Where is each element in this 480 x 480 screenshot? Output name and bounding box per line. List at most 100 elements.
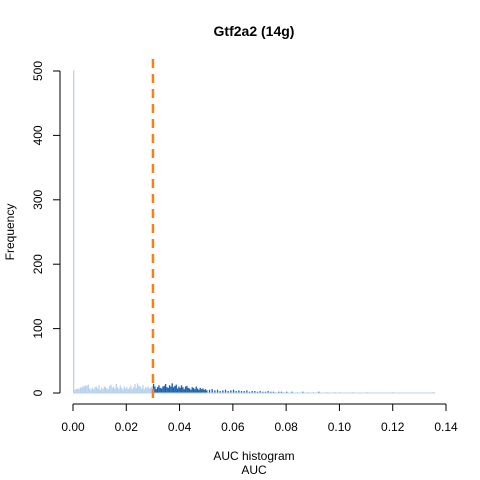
histogram-bar bbox=[149, 388, 150, 393]
histogram-bar bbox=[117, 387, 118, 393]
y-tick-label: 500 bbox=[31, 61, 45, 81]
histogram-bar bbox=[86, 386, 87, 393]
histogram-bar bbox=[136, 388, 137, 393]
x-tick-label: 0.12 bbox=[381, 420, 405, 434]
histogram-bar bbox=[108, 389, 109, 393]
histogram-bar bbox=[170, 387, 171, 393]
histogram-bar bbox=[169, 385, 170, 393]
histogram-bar bbox=[178, 387, 179, 393]
histogram-bar bbox=[114, 388, 115, 393]
histogram-bar bbox=[186, 386, 187, 393]
histogram-bars bbox=[73, 70, 435, 393]
histogram-bar bbox=[85, 385, 86, 393]
histogram-bar bbox=[174, 386, 175, 393]
histogram-bar bbox=[141, 388, 142, 393]
histogram-bar bbox=[188, 388, 189, 393]
histogram-bar bbox=[104, 387, 105, 393]
histogram-bar bbox=[150, 387, 151, 393]
histogram-bar bbox=[92, 388, 93, 393]
y-axis-ticks: 0 100 200 300 400 500 bbox=[31, 61, 60, 397]
x-axis-ticks: 0.00 0.02 0.04 0.06 0.08 0.10 0.12 0.14 bbox=[61, 404, 458, 434]
histogram-bar bbox=[197, 388, 198, 393]
histogram-bar bbox=[205, 389, 206, 393]
histogram-bar bbox=[133, 387, 134, 393]
histogram-bar bbox=[154, 387, 155, 393]
x-tick-label: 0.14 bbox=[434, 420, 458, 434]
histogram-bar bbox=[168, 388, 169, 393]
histogram-bar bbox=[112, 388, 113, 393]
histogram-bar bbox=[164, 386, 165, 393]
histogram-bar bbox=[144, 389, 145, 393]
x-axis-label: AUC bbox=[241, 463, 267, 477]
histogram-bar bbox=[101, 388, 102, 393]
histogram-bar bbox=[177, 388, 178, 393]
histogram-bar bbox=[137, 383, 138, 393]
histogram-bar bbox=[132, 389, 133, 393]
y-tick-label: 100 bbox=[31, 318, 45, 338]
histogram-bar bbox=[196, 387, 197, 393]
histogram-bar bbox=[110, 385, 111, 393]
histogram-bar bbox=[185, 387, 186, 393]
y-tick-label: 400 bbox=[31, 125, 45, 145]
histogram-bar bbox=[81, 388, 82, 393]
x-tick-label: 0.06 bbox=[221, 420, 245, 434]
histogram-bar bbox=[124, 387, 125, 393]
histogram-bar bbox=[78, 389, 79, 393]
histogram-bar bbox=[96, 387, 97, 393]
histogram-bar bbox=[82, 386, 83, 393]
x-tick-label: 0.04 bbox=[168, 420, 192, 434]
y-axis-label: Frequency bbox=[3, 204, 17, 261]
histogram-bar bbox=[200, 388, 201, 393]
histogram-bar bbox=[138, 386, 139, 393]
histogram-bar bbox=[201, 389, 202, 393]
x-tick-label: 0.10 bbox=[328, 420, 352, 434]
histogram-bar bbox=[184, 389, 185, 393]
x-tick-label: 0.00 bbox=[61, 420, 85, 434]
histogram-bar bbox=[97, 388, 98, 393]
y-tick-label: 0 bbox=[31, 389, 45, 396]
histogram-bar bbox=[106, 388, 107, 393]
chart-title: Gtf2a2 (14g) bbox=[214, 23, 295, 39]
histogram-bar bbox=[192, 387, 193, 393]
histogram-bar bbox=[93, 389, 94, 393]
x-tick-label: 0.08 bbox=[274, 420, 298, 434]
histogram-bar bbox=[73, 70, 74, 393]
histogram-bar bbox=[212, 389, 213, 393]
histogram-bar bbox=[156, 389, 157, 393]
histogram-bar bbox=[193, 388, 194, 393]
histogram-bar bbox=[148, 387, 149, 393]
histogram-bar bbox=[120, 385, 121, 393]
histogram-bar bbox=[102, 389, 103, 393]
y-tick-label: 300 bbox=[31, 189, 45, 209]
histogram-bar bbox=[160, 388, 161, 393]
histogram-bar bbox=[162, 387, 163, 393]
histogram-bar bbox=[189, 388, 190, 393]
histogram-bar bbox=[98, 385, 99, 393]
histogram-bar bbox=[76, 389, 77, 393]
histogram-bar bbox=[129, 388, 130, 393]
histogram-bar bbox=[130, 385, 131, 393]
y-tick-label: 200 bbox=[31, 254, 45, 274]
histogram-bar bbox=[77, 388, 78, 393]
histogram-bar bbox=[172, 383, 173, 393]
histogram-bar bbox=[94, 387, 95, 393]
histogram-bar bbox=[166, 387, 167, 393]
histogram-bar bbox=[118, 389, 119, 393]
histogram-bar bbox=[116, 384, 117, 393]
histogram-bar bbox=[165, 384, 166, 393]
histogram-bar bbox=[194, 389, 195, 393]
histogram-bar bbox=[157, 387, 158, 393]
histogram-bar bbox=[125, 388, 126, 393]
histogram-bar bbox=[126, 387, 127, 393]
histogram-bar bbox=[173, 387, 174, 393]
histogram-bar bbox=[181, 385, 182, 393]
histogram-bar bbox=[146, 388, 147, 393]
histogram-bar bbox=[140, 387, 141, 393]
histogram-bar bbox=[158, 385, 159, 393]
histogram-bar bbox=[182, 387, 183, 393]
histogram-bar bbox=[202, 388, 203, 393]
histogram-bar bbox=[176, 385, 177, 393]
histogram-bar bbox=[142, 385, 143, 393]
histogram-bar bbox=[80, 387, 81, 393]
